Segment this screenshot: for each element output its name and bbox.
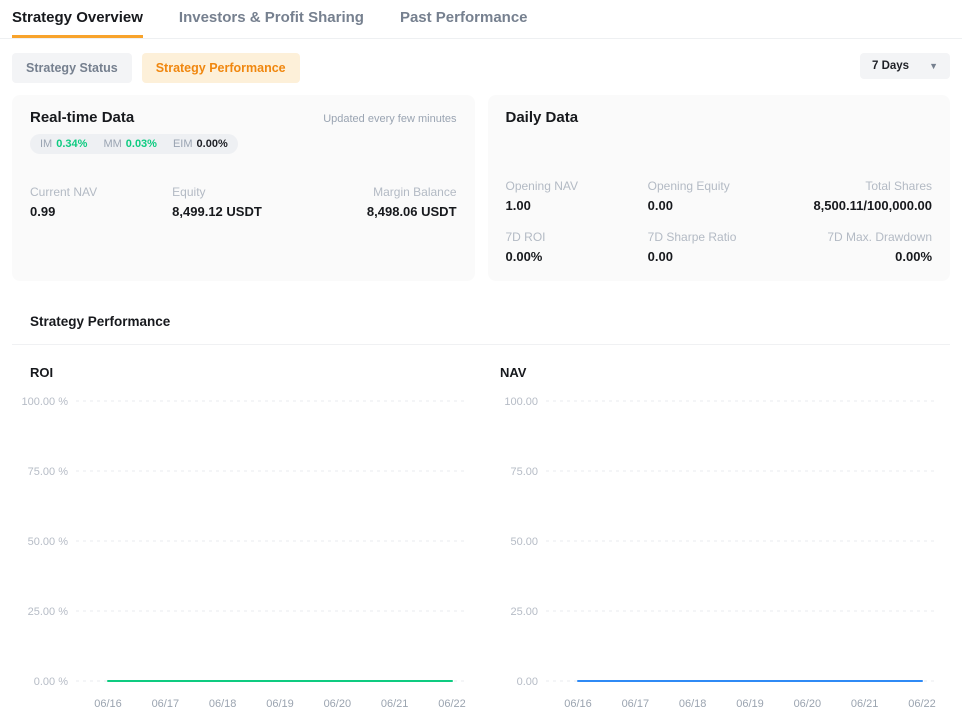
svg-text:50.00: 50.00 [510,536,538,548]
opening-equity-field: Opening Equity 0.00 [648,179,790,213]
tab-investors-profit-sharing[interactable]: Investors & Profit Sharing [179,9,364,38]
strategy-performance-section: Strategy Performance ROI 100.00 % 75.00 %… [12,314,950,717]
svg-text:25.00: 25.00 [510,606,538,618]
margin-ratio-badges: IM 0.34% MM 0.03% EIM 0.00% [30,134,238,154]
strategy-performance-heading: Strategy Performance [30,314,932,329]
svg-text:06/22: 06/22 [438,698,466,710]
strategy-performance-button[interactable]: Strategy Performance [142,53,300,83]
svg-text:06/18: 06/18 [209,698,237,710]
period-select-value: 7 Days [872,60,909,72]
svg-text:100.00 %: 100.00 % [22,396,69,408]
strategy-status-button[interactable]: Strategy Status [12,53,132,83]
realtime-data-card: Real-time Data Updated every few minutes… [12,95,475,281]
opening-nav-field: Opening NAV 1.00 [506,179,648,213]
chevron-down-icon: ▼ [929,61,938,71]
svg-text:75.00 %: 75.00 % [28,466,69,478]
svg-text:25.00 %: 25.00 % [28,606,69,618]
nav-chart: NAV 100.00 75.00 50.00 25.00 0.00 06/16 06/17 0… [482,345,952,717]
svg-text:06/20: 06/20 [324,698,352,710]
tab-past-performance[interactable]: Past Performance [400,9,528,38]
svg-text:50.00 %: 50.00 % [28,536,69,548]
svg-text:06/22: 06/22 [908,698,936,710]
mm-badge: MM 0.03% [103,138,157,150]
7d-sharpe-ratio-field: 7D Sharpe Ratio 0.00 [648,230,790,264]
tab-strategy-overview[interactable]: Strategy Overview [12,9,143,38]
svg-text:06/21: 06/21 [381,698,409,710]
nav-chart-title: NAV [500,365,952,380]
updated-note: Updated every few minutes [323,113,456,125]
daily-data-card: Daily Data Opening NAV 1.00 Opening Equi… [488,95,951,281]
top-tab-bar: Strategy Overview Investors & Profit Sha… [0,0,962,39]
svg-text:06/19: 06/19 [736,698,764,710]
period-select[interactable]: 7 Days ▼ [860,53,950,79]
svg-text:0.00 %: 0.00 % [34,676,68,688]
svg-text:06/17: 06/17 [622,698,650,710]
roi-line-chart: 100.00 % 75.00 % 50.00 % 25.00 % 0.00 % 06/16… [12,385,482,717]
svg-text:06/20: 06/20 [794,698,822,710]
svg-text:06/21: 06/21 [851,698,879,710]
svg-text:75.00: 75.00 [510,466,538,478]
7d-max-drawdown-field: 7D Max. Drawdown 0.00% [790,230,932,264]
margin-balance-field: Margin Balance 8,498.06 USDT [314,185,456,219]
total-shares-field: Total Shares 8,500.11/100,000.00 [790,179,932,213]
roi-chart: ROI 100.00 % 75.00 % 50.00 % 25.00 % 0.00 % 0… [12,345,482,717]
7d-roi-field: 7D ROI 0.00% [506,230,648,264]
svg-text:06/16: 06/16 [564,698,592,710]
svg-text:06/19: 06/19 [266,698,294,710]
roi-chart-title: ROI [30,365,482,380]
svg-text:0.00: 0.00 [517,676,538,688]
sub-toolbar: Strategy Status Strategy Performance 7 D… [12,53,950,83]
im-badge: IM 0.34% [40,138,87,150]
nav-line-chart: 100.00 75.00 50.00 25.00 0.00 06/16 06/17 06/18… [482,385,952,717]
svg-text:100.00: 100.00 [504,396,538,408]
svg-text:06/16: 06/16 [94,698,122,710]
summary-cards: Real-time Data Updated every few minutes… [12,95,950,281]
svg-text:06/18: 06/18 [679,698,707,710]
eim-badge: EIM 0.00% [173,138,228,150]
equity-field: Equity 8,499.12 USDT [172,185,314,219]
daily-card-title: Daily Data [506,109,579,126]
current-nav-field: Current NAV 0.99 [30,185,172,219]
svg-text:06/17: 06/17 [152,698,180,710]
realtime-card-title: Real-time Data [30,109,134,126]
